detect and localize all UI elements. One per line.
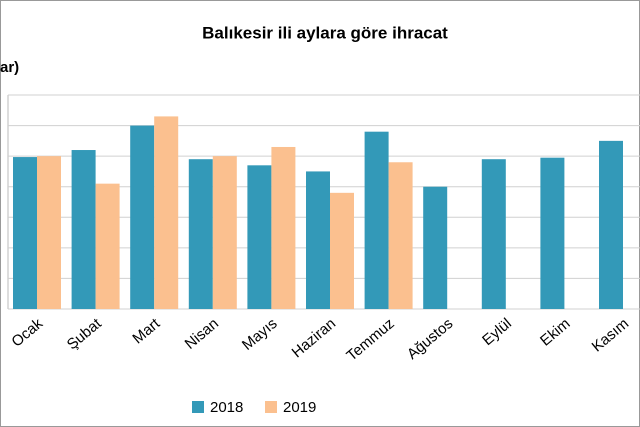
bar — [364, 131, 389, 309]
legend-label: 2018 — [210, 399, 243, 416]
bar — [37, 156, 61, 309]
y-axis-label: ar) — [0, 59, 19, 76]
legend-swatch — [265, 401, 277, 413]
bar — [271, 146, 296, 309]
legend-swatch — [192, 401, 204, 413]
bar — [188, 159, 213, 309]
bar — [71, 150, 96, 309]
chart-title: Balıkesir ili aylara göre ihracat — [202, 23, 448, 42]
bar — [481, 159, 506, 309]
bar — [130, 125, 155, 309]
bar — [212, 156, 237, 309]
bar — [540, 157, 565, 309]
bar — [388, 162, 413, 309]
bar — [95, 183, 120, 309]
bar — [599, 140, 623, 309]
bar — [154, 116, 179, 310]
bar — [423, 186, 448, 309]
bar — [330, 192, 354, 309]
bar — [247, 165, 272, 309]
legend-label: 2019 — [283, 399, 316, 416]
bar — [306, 171, 330, 309]
bar — [13, 157, 37, 309]
